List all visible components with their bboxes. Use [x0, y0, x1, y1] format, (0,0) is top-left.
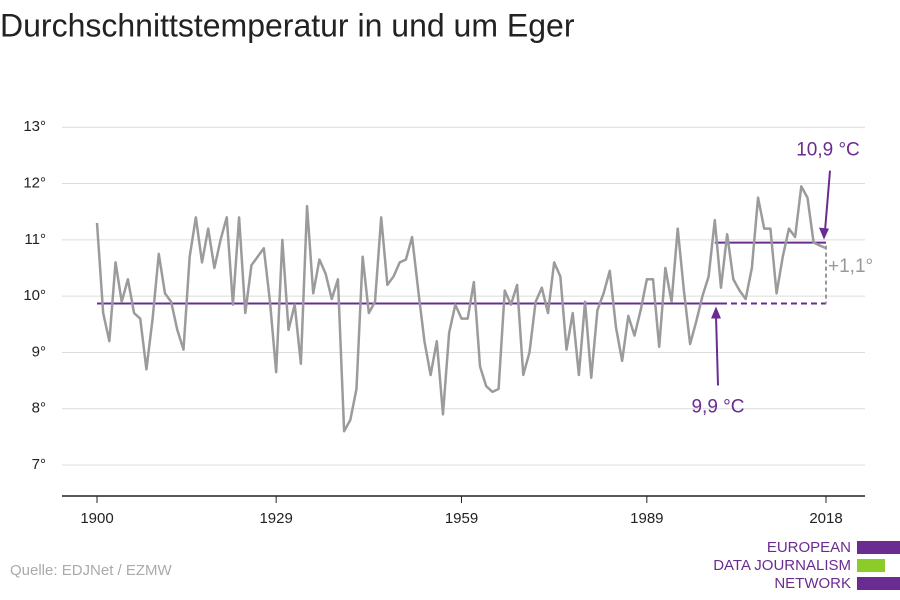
arrow-head	[819, 227, 829, 240]
x-tick-label: 1989	[630, 510, 663, 527]
difference-label: +1,1°	[828, 256, 873, 277]
x-tick-label: 1929	[259, 510, 292, 527]
x-tick-label: 1900	[80, 510, 113, 527]
source: Quelle: EDJNet / EZMW	[10, 562, 173, 579]
chart-title: Durchschnittstemperatur in und um Eger	[0, 7, 575, 43]
annotation-arrow	[715, 315, 719, 386]
recent-label: 10,9 °C	[796, 140, 860, 161]
x-tick-label: 2018	[809, 510, 842, 527]
y-tick-label: 10°	[23, 287, 46, 304]
y-tick-label: 11°	[24, 231, 46, 248]
temperature-line	[95, 185, 827, 433]
x-tick-label: 1959	[445, 510, 478, 527]
y-tick-label: 12°	[23, 175, 46, 192]
arrow-head	[711, 306, 721, 319]
logo-text: NETWORK	[774, 575, 851, 592]
y-tick-label: 7°	[32, 456, 46, 473]
logo-text: EUROPEAN	[767, 539, 851, 556]
logo-bar	[857, 577, 900, 590]
annotation-arrow	[824, 170, 831, 231]
logo-bar	[857, 541, 900, 554]
y-tick-label: 8°	[32, 400, 46, 417]
logo-bar	[857, 559, 885, 572]
y-tick-label: 9°	[32, 343, 46, 360]
baseline-label: 9,9 °C	[691, 396, 744, 417]
y-tick-label: 13°	[23, 118, 46, 135]
logo-text: DATA JOURNALISM	[713, 557, 851, 574]
